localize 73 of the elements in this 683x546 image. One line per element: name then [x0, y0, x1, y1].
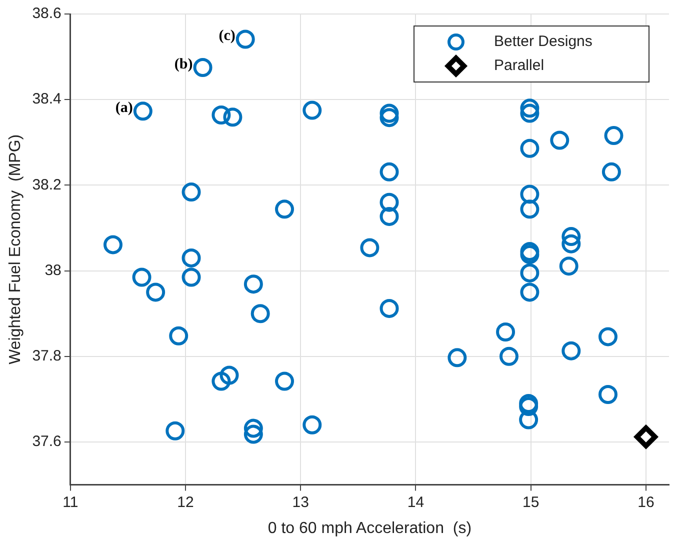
- point: [448, 348, 467, 368]
- y-tick-label: 37.6: [32, 433, 62, 450]
- point: [103, 235, 122, 254]
- annotation: (c): [218, 28, 236, 44]
- point: [302, 100, 322, 120]
- point: [223, 108, 242, 127]
- point: [520, 138, 540, 158]
- point: [634, 425, 658, 448]
- point: [182, 248, 201, 268]
- x-tick-label: 15: [522, 494, 540, 511]
- point: [275, 372, 294, 391]
- point: [519, 394, 538, 413]
- point: [562, 234, 581, 254]
- point: [360, 238, 380, 258]
- point: [520, 98, 540, 118]
- point: [166, 421, 185, 440]
- point: [520, 184, 540, 204]
- point: [250, 304, 270, 324]
- y-tick-label: 38.4: [32, 90, 62, 108]
- y-tick-label: 38: [44, 262, 62, 279]
- point: [602, 162, 621, 182]
- point: [520, 282, 540, 302]
- point: [598, 327, 618, 346]
- point: [212, 372, 231, 391]
- point: [559, 256, 578, 276]
- point: [182, 268, 201, 287]
- y-tick-label: 37.8: [32, 348, 62, 365]
- point: [275, 200, 294, 219]
- point: [380, 162, 399, 182]
- x-tick-label: 14: [407, 494, 424, 511]
- point: [496, 322, 516, 342]
- point: [520, 245, 540, 264]
- point: [132, 268, 152, 287]
- legend-label: Parallel: [494, 57, 544, 74]
- point: [519, 396, 538, 416]
- x-tick-label: 12: [177, 494, 194, 511]
- y-tick-label: 38.2: [32, 176, 62, 194]
- point: [562, 341, 581, 360]
- point: [146, 282, 166, 302]
- annotation: (b): [174, 56, 193, 72]
- point: [380, 108, 399, 128]
- point: [380, 104, 399, 123]
- point: [598, 384, 618, 404]
- point: [182, 182, 201, 202]
- point: [550, 130, 570, 150]
- legend-label: Better Designs: [494, 33, 592, 50]
- x-tick-label: 16: [638, 494, 654, 511]
- y-axis-title: Weighted Fuel Economy (MPG): [7, 134, 24, 364]
- point: [193, 58, 212, 77]
- point: [520, 200, 540, 219]
- point: [520, 242, 540, 262]
- point: [169, 326, 188, 346]
- x-tick-label: 13: [292, 494, 309, 511]
- point: [380, 192, 399, 212]
- point: [133, 102, 152, 121]
- point: [220, 366, 239, 385]
- point: [244, 424, 263, 444]
- point: [604, 126, 624, 146]
- y-tick-label: 38.6: [32, 5, 62, 22]
- point: [380, 298, 399, 318]
- x-axis-title: 0 to 60 mph Acceleration (s): [268, 520, 472, 537]
- point: [302, 415, 322, 434]
- point: [520, 104, 540, 123]
- point: [562, 227, 581, 246]
- point: [499, 346, 518, 366]
- x-tick-label: 11: [62, 494, 78, 511]
- point: [244, 274, 263, 294]
- point: [236, 30, 255, 49]
- point: [380, 206, 399, 226]
- point: [244, 418, 263, 438]
- point: [520, 263, 540, 282]
- point: [212, 106, 231, 125]
- annotation: (a): [115, 100, 133, 116]
